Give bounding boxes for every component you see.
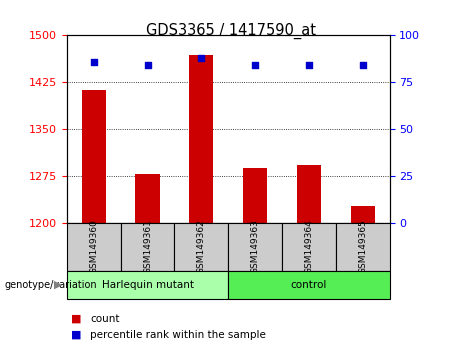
Bar: [67, 223, 121, 271]
Bar: [228, 223, 282, 271]
Text: ■: ■: [71, 330, 81, 339]
Text: GSM149364: GSM149364: [304, 219, 313, 274]
Point: [144, 63, 151, 68]
Point: [305, 63, 313, 68]
Bar: [67, 271, 228, 299]
Text: genotype/variation: genotype/variation: [5, 280, 97, 290]
Bar: [228, 271, 390, 299]
Point: [198, 55, 205, 61]
Text: count: count: [90, 314, 119, 324]
Text: ▶: ▶: [54, 280, 62, 290]
Text: percentile rank within the sample: percentile rank within the sample: [90, 330, 266, 339]
Point: [251, 63, 259, 68]
Text: GSM149365: GSM149365: [358, 219, 367, 274]
Text: Harlequin mutant: Harlequin mutant: [101, 280, 194, 290]
Bar: [82, 90, 106, 223]
Text: GSM149360: GSM149360: [89, 219, 98, 274]
Bar: [336, 223, 390, 271]
Bar: [297, 165, 321, 223]
Text: control: control: [291, 280, 327, 290]
Bar: [243, 168, 267, 223]
Bar: [121, 223, 174, 271]
Bar: [174, 223, 228, 271]
Text: GSM149363: GSM149363: [251, 219, 260, 274]
Text: GDS3365 / 1417590_at: GDS3365 / 1417590_at: [146, 23, 315, 39]
Bar: [350, 206, 375, 223]
Bar: [136, 174, 160, 223]
Bar: [282, 223, 336, 271]
Text: ■: ■: [71, 314, 81, 324]
Point: [359, 63, 366, 68]
Text: GSM149361: GSM149361: [143, 219, 152, 274]
Point: [90, 59, 97, 64]
Text: GSM149362: GSM149362: [197, 219, 206, 274]
Bar: [189, 56, 213, 223]
